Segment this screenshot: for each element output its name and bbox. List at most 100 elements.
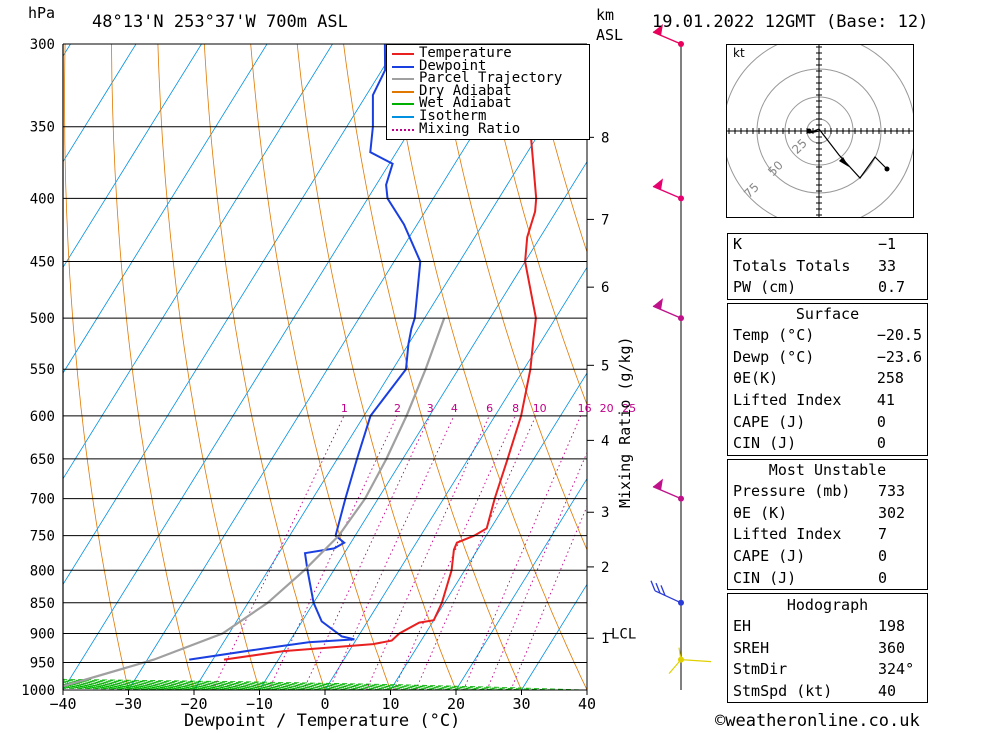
pressure-tick-label: 900 — [30, 626, 55, 642]
isotherm-line — [259, 161, 587, 690]
index-row: CAPE (J) 0 — [728, 411, 927, 433]
wet-adiabat-line — [63, 679, 561, 690]
dry-adiabat-line — [250, 44, 391, 690]
index-row: Temp (°C) −20.5 — [728, 325, 927, 347]
dry-adiabat-line — [111, 44, 195, 690]
wind-barb — [652, 178, 684, 202]
pressure-tick-label: 700 — [30, 492, 55, 508]
index-row: StmSpd (kt) 40 — [728, 681, 927, 703]
x-tick-label: −40 — [49, 695, 76, 713]
mixing-ratio-label: 10 — [533, 402, 547, 415]
index-label: Dewp (°C) — [733, 347, 815, 366]
mixing-ratio-axis-label: Mixing Ratio (g/kg) — [616, 336, 634, 508]
dry-adiabat-line — [296, 44, 457, 690]
pressure-tick-label: 550 — [30, 362, 55, 378]
isotherm-line — [0, 26, 16, 690]
x-axis-label: Dewpoint / Temperature (°C) — [184, 711, 461, 731]
pressure-tick-label: 750 — [30, 529, 55, 545]
index-value: −1 — [878, 235, 897, 254]
hodo-ring-75: 75 — [741, 180, 762, 201]
index-row: θE (K) 302 — [728, 503, 927, 525]
index-label: CIN (J) — [733, 434, 797, 453]
index-value: 0 — [876, 434, 886, 453]
index-label: Totals Totals — [733, 256, 851, 275]
hodo-ring-50: 50 — [765, 158, 786, 179]
wet-adiabat-line — [63, 682, 483, 690]
index-label: CAPE (J) — [733, 547, 806, 566]
index-label: θE (K) — [733, 503, 788, 522]
datetime-title: 19.01.2022 12GMT (Base: 12) — [652, 12, 929, 32]
most-unstable-title: Most Unstable — [768, 461, 887, 479]
index-label: Lifted Index — [733, 525, 842, 544]
index-row: K −1 — [728, 234, 927, 256]
indices-top-panel: K −1 Totals Totals 33 PW (cm) 0.7 — [727, 233, 928, 300]
index-row: Pressure (mb) 733 — [728, 481, 927, 503]
hodo-ring-25: 25 — [789, 136, 810, 157]
mixing-ratio-line — [328, 415, 455, 690]
index-row: SREH 360 — [728, 638, 927, 660]
dry-adiabat-line — [528, 44, 587, 254]
index-value: 33 — [878, 256, 897, 275]
pressure-unit-label: hPa — [28, 4, 56, 22]
legend-label: Isotherm — [419, 108, 487, 124]
index-value: 733 — [878, 482, 906, 501]
index-value: −23.6 — [876, 347, 922, 366]
legend-swatch — [392, 78, 414, 81]
dry-adiabat-line — [435, 44, 587, 551]
index-value: −20.5 — [876, 326, 922, 345]
legend-swatch — [392, 53, 414, 55]
index-row: StmDir 324° — [728, 659, 927, 681]
index-label: K — [733, 235, 743, 254]
copyright[interactable]: ©weatheronline.co.uk — [715, 711, 920, 731]
index-row: Dewp (°C) −23.6 — [728, 347, 927, 369]
dry-adiabat-line — [203, 44, 326, 690]
x-tick-label: −30 — [115, 695, 142, 713]
km-tick-label: 2 — [601, 560, 609, 576]
mixing-ratio-label: 3 — [427, 402, 434, 415]
parcel-trajectory-line — [63, 317, 446, 688]
index-row: Lifted Index 41 — [728, 390, 927, 412]
dry-adiabat-line — [482, 44, 587, 406]
pressure-tick-label: 1000 — [21, 683, 55, 699]
x-tick-label: 0 — [320, 695, 329, 713]
km-tick-label: 7 — [601, 212, 609, 228]
legend-swatch — [392, 65, 414, 68]
wind-barb — [650, 580, 684, 606]
isotherm-line — [63, 44, 137, 163]
index-value: 360 — [878, 638, 906, 657]
isotherm-line — [63, 44, 399, 586]
index-label: PW (cm) — [733, 278, 797, 297]
pressure-tick-label: 400 — [30, 191, 55, 207]
x-tick-label: 10 — [381, 695, 399, 713]
index-row: Lifted Index 7 — [728, 524, 927, 546]
legend-label: Wet Adiabat — [419, 95, 512, 112]
indices-surface-panel: Surface Temp (°C) −20.5 Dewp (°C) −23.6 θE(K… — [727, 303, 928, 456]
km-tick-label: 1 — [601, 631, 609, 647]
index-row: PW (cm) 0.7 — [728, 277, 927, 299]
legend-swatch — [392, 116, 414, 118]
indices-hodograph-panel: Hodograph EH 198 SREH 360 StmDir 324° StmSpd (… — [727, 593, 928, 704]
storm-motion-arrow — [839, 157, 849, 167]
index-value: 302 — [878, 503, 906, 522]
lcl-label: LCL — [611, 626, 636, 642]
mixing-ratio-label: 1 — [341, 402, 348, 415]
index-value: 0.7 — [878, 278, 906, 297]
index-label: Lifted Index — [733, 391, 842, 410]
index-label: StmSpd (kt) — [733, 682, 833, 701]
dry-adiabat-line — [343, 44, 522, 690]
index-row: EH 198 — [728, 616, 927, 638]
pressure-tick-label: 350 — [30, 120, 55, 136]
km-tick-label: 6 — [601, 280, 609, 296]
km-tick-label: 5 — [601, 358, 609, 374]
pressure-tick-label: 800 — [30, 563, 55, 579]
mixing-ratio-label: 6 — [486, 402, 493, 415]
legend-swatch — [392, 103, 414, 106]
pressure-tick-label: 300 — [30, 37, 55, 53]
indices-mu-panel: Most Unstable Pressure (mb) 733 θE (K) 302 L… — [727, 459, 928, 590]
index-row: CAPE (J) 0 — [728, 546, 927, 568]
km-tick-label: 8 — [601, 130, 609, 146]
index-row: θE(K) 258 — [728, 368, 927, 390]
index-label: θE(K) — [733, 369, 779, 388]
hodograph-plot: kt 25 50 75 — [722, 34, 916, 228]
x-tick-label: 20 — [447, 695, 465, 713]
